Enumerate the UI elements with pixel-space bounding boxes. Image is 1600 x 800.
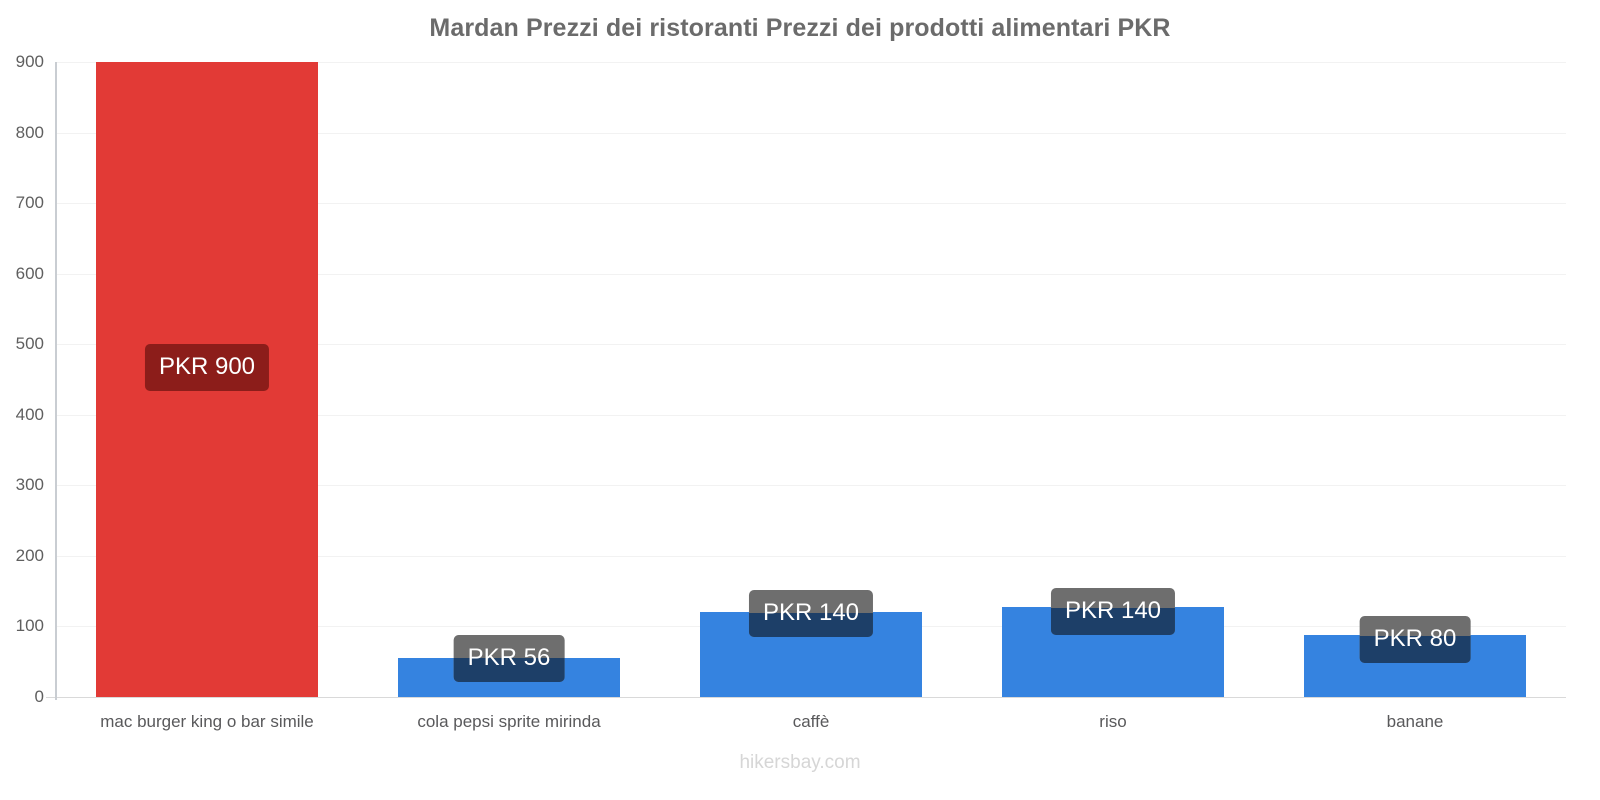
y-tick-label-0: 0 — [34, 687, 44, 706]
gridline-600 — [56, 273, 1566, 275]
value-badge: PKR 56 — [453, 634, 565, 682]
value-badge: PKR 80 — [1359, 615, 1471, 663]
x-tick-label-2: caffè — [792, 712, 830, 731]
value-badge-overlap — [1050, 608, 1176, 635]
y-tick-label-200: 200 — [15, 545, 44, 565]
y-tick-label-100: 100 — [15, 616, 44, 636]
y-tick-label-300: 300 — [15, 475, 44, 495]
gridline-700 — [56, 203, 1566, 205]
gridline-200 — [56, 555, 1566, 557]
value-badge-label: PKR 56 — [467, 643, 551, 671]
value-badge-overlap — [1359, 635, 1471, 663]
gridline-800 — [56, 132, 1566, 134]
gridline-400 — [56, 414, 1566, 416]
x-axis-tick-labels: mac burger king o bar simile cola pepsi s… — [56, 712, 1566, 738]
y-tick-label-900: 900 — [15, 52, 44, 71]
bar-slot — [398, 62, 620, 697]
y-tick-label-700: 700 — [15, 193, 44, 213]
gridline-0 — [46, 697, 1566, 698]
bar-series: PKR 900 PKR 56 PKR 140 PKR 140 PKR 80 — [56, 62, 1566, 697]
gridline-900 — [56, 62, 1566, 63]
watermark-hikersbay: hikersbay.com — [739, 752, 861, 773]
x-tick-label-0: mac burger king o bar simile — [100, 712, 314, 731]
value-badge-label: PKR 900 — [158, 353, 256, 381]
y-axis-line — [55, 62, 57, 700]
value-badge: PKR 140 — [1050, 587, 1176, 635]
bar-slot — [1304, 62, 1526, 697]
value-badge-label: PKR 140 — [1064, 596, 1162, 624]
value-badge-overlap — [748, 613, 874, 637]
x-tick-label-3: riso — [1099, 712, 1127, 731]
y-tick-label-500: 500 — [15, 334, 44, 354]
y-tick-label-600: 600 — [15, 263, 44, 283]
value-badge: PKR 900 — [144, 344, 270, 392]
x-tick-label-1: cola pepsi sprite mirinda — [417, 712, 601, 731]
x-tick-label-4: banane — [1386, 712, 1444, 731]
gridline-300 — [56, 485, 1566, 487]
value-badge: PKR 140 — [748, 589, 874, 637]
gridline-500 — [56, 344, 1566, 346]
value-badge-label: PKR 140 — [762, 598, 860, 626]
y-tick-label-400: 400 — [15, 404, 44, 424]
y-tick-label-800: 800 — [15, 122, 44, 142]
value-badge-label: PKR 80 — [1373, 624, 1457, 652]
chart-title: Mardan Prezzi dei ristoranti Prezzi dei … — [429, 14, 1171, 42]
value-badge-overlap — [453, 658, 565, 682]
